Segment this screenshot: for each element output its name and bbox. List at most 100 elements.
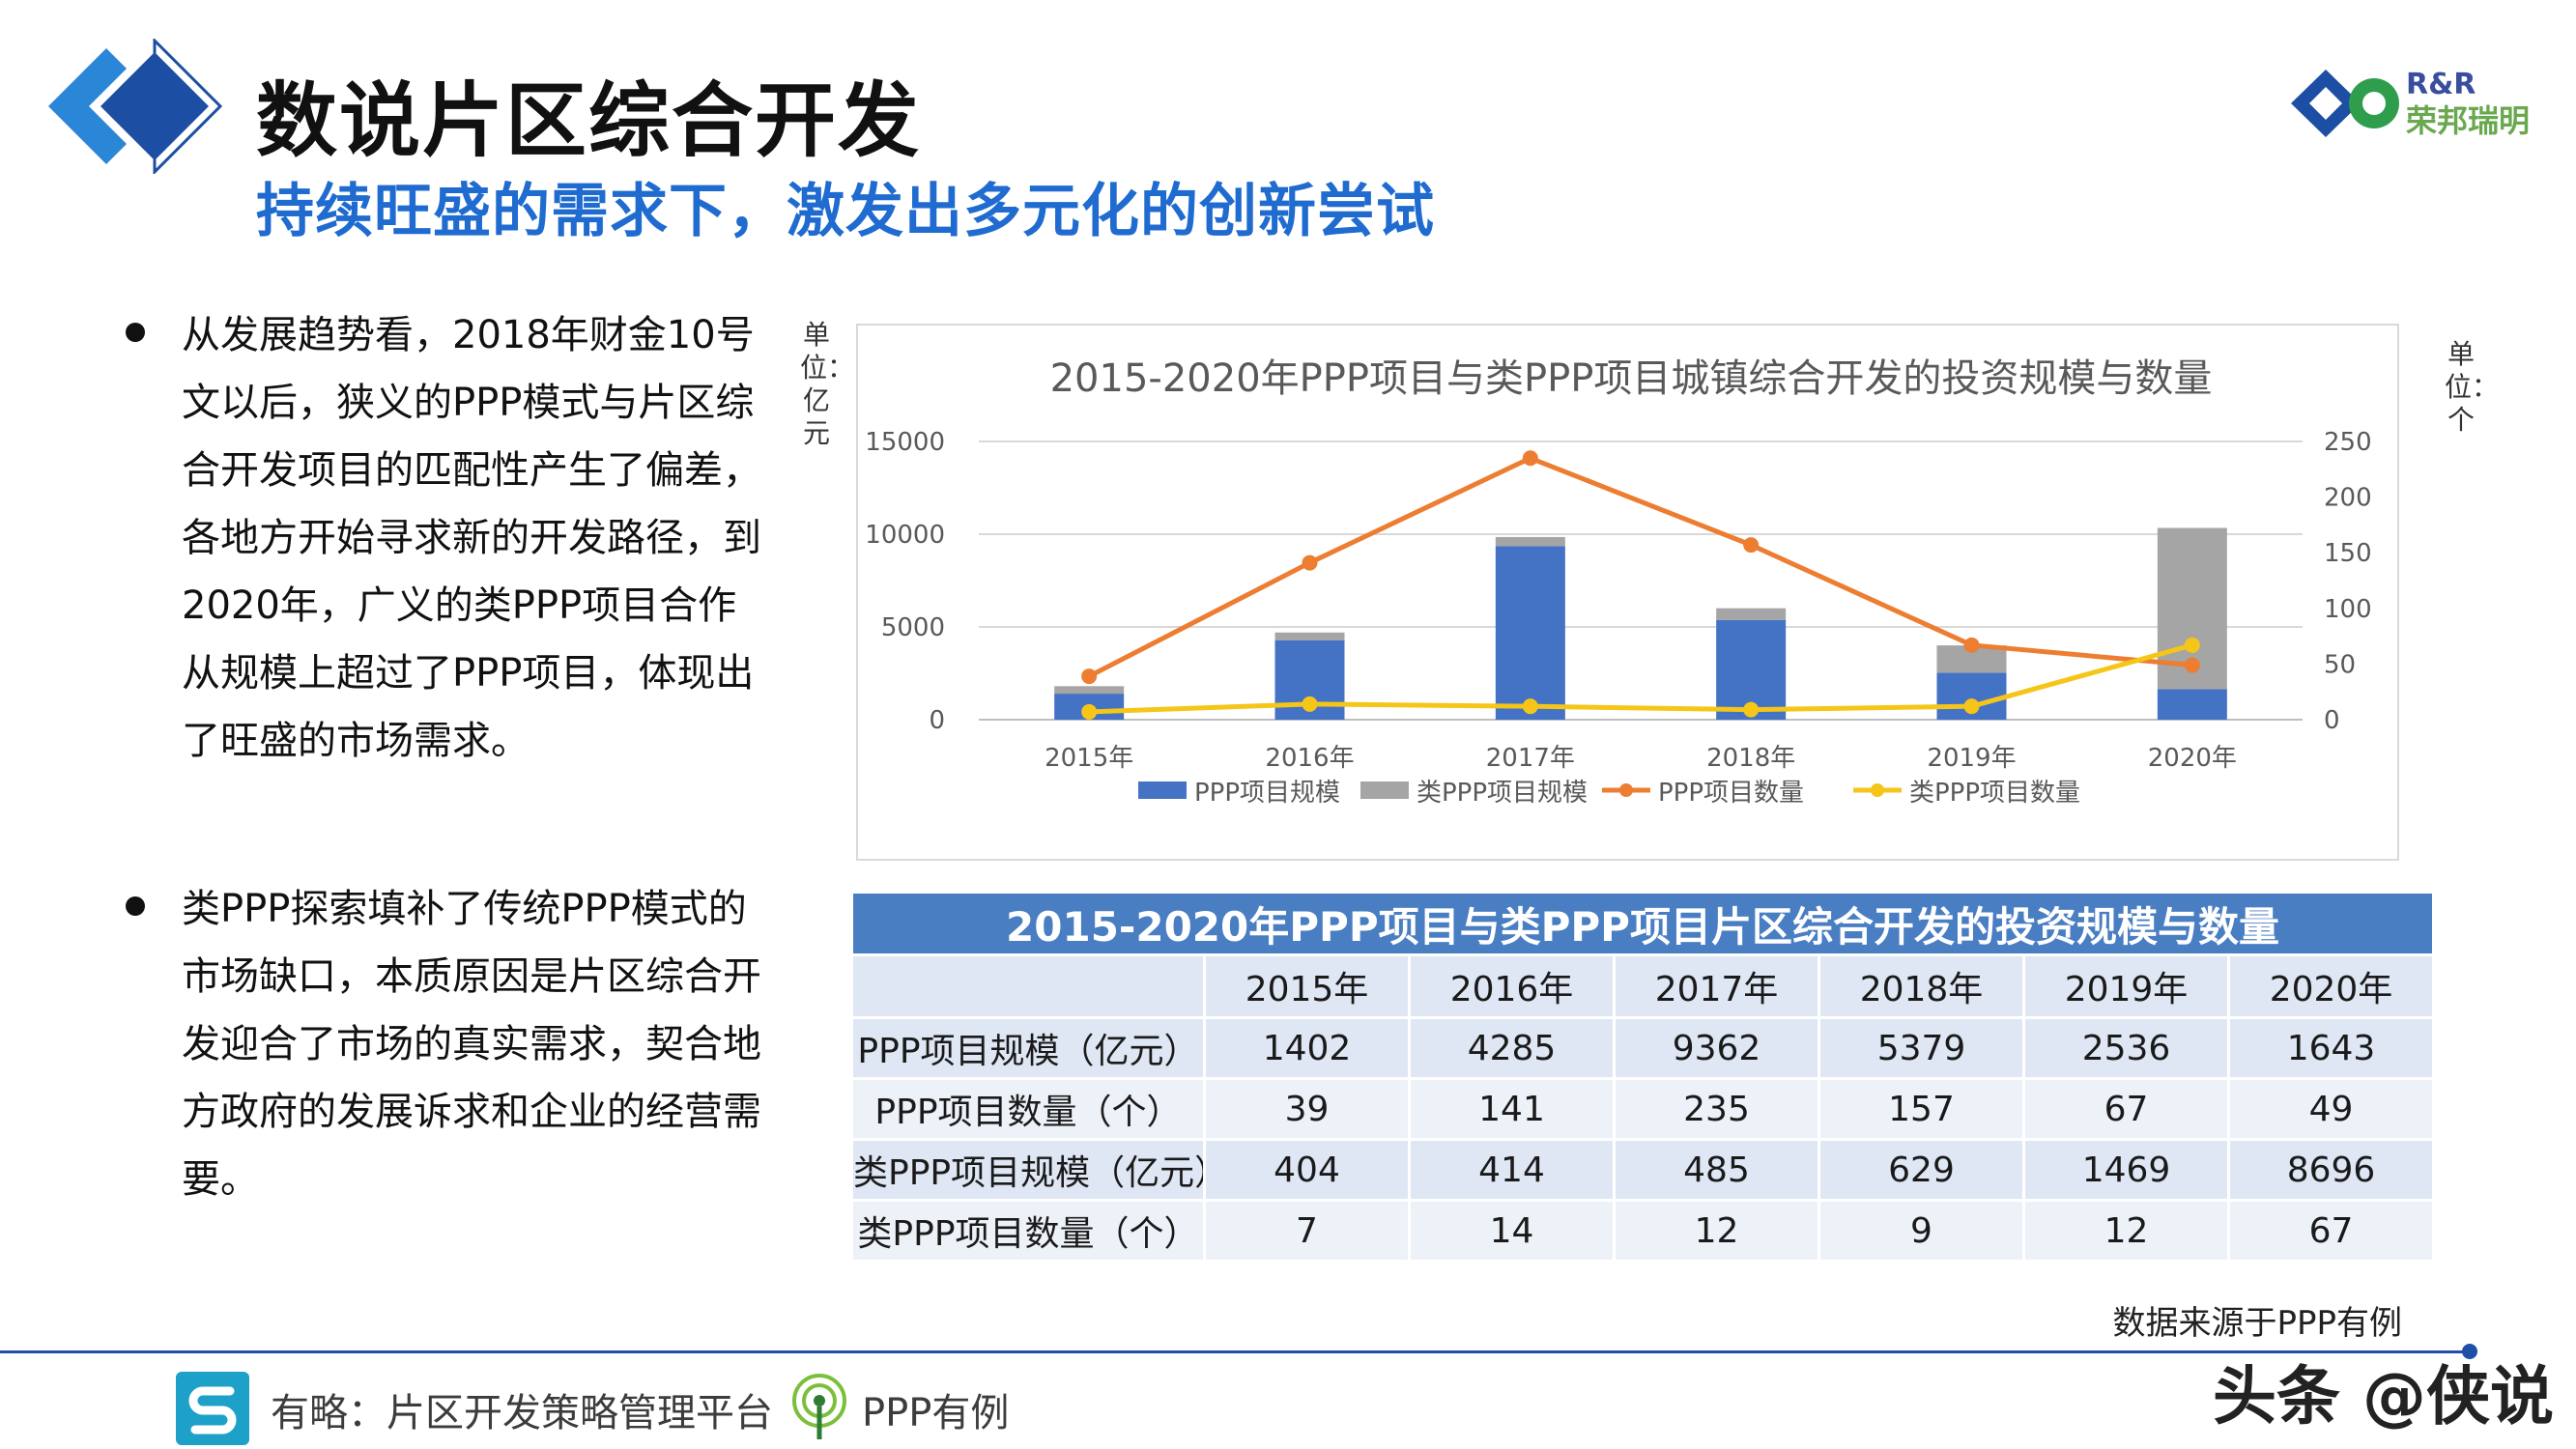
table-header-cell: 2017年 [1613,953,1820,1019]
bullet-text: 类PPP探索填补了传统PPP模式的市场缺口，本质原因是片区综合开发迎合了市场的真… [182,887,761,1202]
table-cell: 49 [2227,1077,2435,1141]
x-tick-label: 2018年 [1706,744,1795,773]
series-point [1522,450,1538,467]
series-point [1302,696,1318,712]
series-point [2184,657,2200,673]
y-right-tick-label: 100 [2324,595,2372,624]
y-left-tick-label: 0 [929,706,945,735]
series-line [1089,642,2193,715]
row-label: 类PPP项目规模（亿元） [850,1138,1206,1202]
series-point [1302,554,1318,571]
page-subtitle: 持续旺盛的需求下，激发出多元化的创新尝试 [256,178,1435,245]
table-title: 2015-2020年PPP项目与类PPP项目片区综合开发的投资规模与数量 [850,891,2435,956]
y-right-tick-label: 250 [2324,428,2372,457]
table-cell: 235 [1613,1077,1820,1141]
legend-label: 类PPP项目规模 [1417,779,1588,808]
bar [1716,608,1787,620]
combo-chart: 2015-2020年PPP项目与类PPP项目城镇综合开发的投资规模与数量 0 50… [865,356,2372,808]
series-point [1743,537,1760,554]
right-axis-unit: 单位：个 [2445,338,2500,436]
table-row: PPP项目规模（亿元） 1402 4285 9362 5379 2536 164… [850,1016,2435,1080]
table-header-cell: 2015年 [1203,953,1411,1019]
table-cell: 14 [1408,1199,1616,1263]
table-row: 类PPP项目数量（个） 7 14 12 9 12 67 [850,1199,2435,1263]
y-right-tick-label: 200 [2324,484,2372,513]
case-logo-icon [792,1374,846,1439]
table-cell: 67 [2227,1199,2435,1263]
bullet-dot [126,896,145,916]
table-cell: 141 [1408,1077,1616,1141]
page-title: 数说片区综合开发 [256,73,922,168]
table-header-cell [850,953,1206,1019]
platform-logo-icon [176,1372,249,1445]
series-point [2184,637,2200,653]
brand-name-cn: 荣邦瑞明 [2406,102,2531,139]
table-cell: 5379 [1818,1016,2025,1080]
y-left-tick-label: 15000 [865,428,945,457]
table-header-cell: 2016年 [1408,953,1616,1019]
header-diamond-logo [48,39,223,174]
series-point [1081,668,1098,685]
brand-logo-icon [2291,70,2399,137]
y-left-tick-label: 5000 [881,613,945,642]
footer-divider [0,1350,2474,1353]
table-header-cell: 2019年 [2022,953,2230,1019]
table-cell: 7 [1203,1199,1411,1263]
data-table: 2015-2020年PPP项目与类PPP项目片区综合开发的投资规模与数量 201… [850,891,2435,1263]
legend-swatch [1360,781,1409,799]
x-tick-label: 2016年 [1265,744,1354,773]
series-point [1963,637,1980,653]
bar [1495,536,1565,547]
table-header-cell: 2020年 [2227,953,2435,1019]
table-cell: 1402 [1203,1016,1411,1080]
table-cell: 2536 [2022,1016,2230,1080]
x-tick-label: 2017年 [1486,744,1575,773]
series-point [1963,698,1980,715]
table-cell: 9 [1818,1199,2025,1263]
legend-swatch [1619,783,1633,797]
table-cell: 1643 [2227,1016,2435,1080]
watermark: 头条 @侠说 [2213,1359,2554,1434]
y-right-tick-label: 0 [2324,706,2340,735]
table-cell: 12 [2022,1199,2230,1263]
table-row: 类PPP项目规模（亿元） 404 414 485 629 1469 8696 [850,1138,2435,1202]
table-cell: 9362 [1613,1016,1820,1080]
row-label: PPP项目规模（亿元） [850,1016,1206,1080]
table-cell: 67 [2022,1077,2230,1141]
table-cell: 8696 [2227,1138,2435,1202]
table-header-row: 2015年 2016年 2017年 2018年 2019年 2020年 [850,953,2435,1019]
bar [1495,546,1565,720]
table-cell: 4285 [1408,1016,1616,1080]
row-label: 类PPP项目数量（个） [850,1199,1206,1263]
legend-swatch [1138,781,1187,799]
bullet-dot [126,323,145,342]
chart-frame: 2015-2020年PPP项目与类PPP项目城镇综合开发的投资规模与数量 0 50… [856,324,2399,861]
case-name: PPP有例 [862,1391,1010,1435]
series-point [1522,698,1538,715]
source-note: 数据来源于PPP有例 [2112,1304,2402,1343]
legend-label: 类PPP项目数量 [1909,779,2080,808]
table-cell: 485 [1613,1138,1820,1202]
table-row: PPP项目数量（个） 39 141 235 157 67 49 [850,1077,2435,1141]
chart-title: 2015-2020年PPP项目与类PPP项目城镇综合开发的投资规模与数量 [1050,356,2213,401]
legend-label: PPP项目数量 [1658,779,1804,808]
x-tick-label: 2019年 [1927,744,2016,773]
table-cell: 157 [1818,1077,2025,1141]
legend-swatch [1871,783,1884,797]
x-tick-label: 2020年 [2148,744,2237,773]
y-left-tick-label: 10000 [865,521,945,550]
platform-name: 有略：片区开发策略管理平台 [271,1391,773,1435]
table-cell: 12 [1613,1199,1820,1263]
legend-label: PPP项目规模 [1194,779,1340,808]
left-axis-unit: 单位：亿元 [800,319,855,449]
series-line [1088,455,2193,679]
footer-divider-dot [2462,1344,2477,1359]
row-label: PPP项目数量（个） [850,1077,1206,1141]
y-right-tick-label: 150 [2324,539,2372,568]
table-header-cell: 2018年 [1818,953,2025,1019]
bar [1054,686,1125,695]
y-right-tick-label: 50 [2324,650,2356,679]
bar [2157,689,2227,720]
table-cell: 629 [1818,1138,2025,1202]
bullet-text: 从发展趋势看，2018年财金10号文以后，狭义的PPP模式与片区综合开发项目的匹… [182,313,761,763]
